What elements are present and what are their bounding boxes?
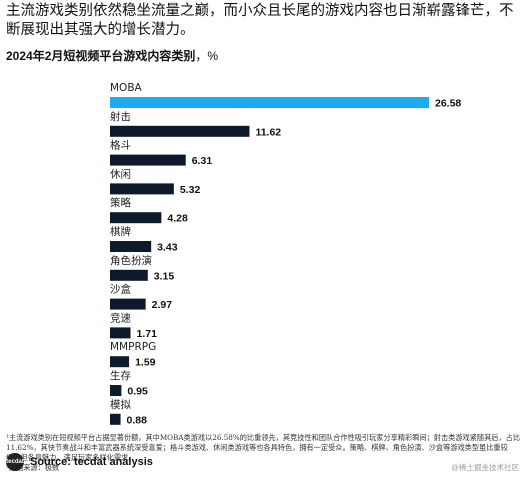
value-label: 3.43 (157, 242, 178, 254)
category-label: MOBA (110, 82, 143, 94)
bar (110, 298, 146, 310)
bar (110, 385, 122, 396)
bar (110, 212, 162, 224)
category-label: 沙盒 (110, 283, 131, 296)
bar (110, 269, 148, 281)
bar (110, 356, 130, 368)
footnote-2: ²数据来源：极数 (6, 463, 60, 472)
bar (110, 327, 131, 339)
category-label: 角色扮演 (110, 254, 152, 267)
chart-subtitle: 2024年2月短视频平台游戏内容类别，% (6, 47, 218, 64)
source-label: Source: tecdat analysis (30, 456, 153, 468)
chart-subtitle-text: 2024年2月短视频平台游戏内容类别 (6, 49, 196, 63)
chart-unit: ，% (195, 49, 219, 63)
value-label: 5.32 (180, 184, 201, 196)
value-label: 0.95 (127, 386, 148, 398)
value-label: 4.28 (167, 213, 188, 225)
footnotes: ¹主流游戏类别在短视频平台占据显著份额，其中MOBA类游戏以26.58%的比重领… (6, 433, 521, 473)
bar (110, 125, 250, 137)
value-label: 11.62 (255, 126, 281, 138)
category-label: 休闲 (110, 167, 131, 180)
headline: 主流游戏类别依然稳坐流量之巅，而小众且长尾的游戏内容也日渐崭露锋芒，不断展现出其… (6, 3, 514, 38)
footnote-1: ¹主流游戏类别在短视频平台占据显著份额，其中MOBA类游戏以26.58%的比重领… (6, 433, 521, 462)
bar (110, 97, 429, 108)
bar (110, 154, 186, 166)
value-label: 2.97 (152, 299, 173, 311)
category-label: 生存 (110, 369, 131, 382)
value-label: 1.71 (137, 328, 158, 340)
category-label: 模拟 (110, 398, 131, 411)
value-label: 26.58 (435, 98, 461, 110)
source-row: tecdat Source: tecdat analysis (6, 453, 153, 471)
bar (110, 413, 121, 425)
value-label: 6.31 (192, 155, 213, 167)
category-label: 策略 (110, 196, 131, 209)
value-label: 1.59 (135, 357, 156, 369)
value-label: 3.15 (154, 270, 175, 282)
watermark: @稀土掘金技术社区 (451, 463, 519, 472)
value-label: 0.88 (127, 414, 148, 426)
category-label: 竞速 (110, 311, 131, 324)
category-label: 射击 (110, 110, 131, 123)
category-label: 棋牌 (110, 225, 131, 238)
tecdat-logo: tecdat (6, 453, 24, 471)
category-label: MMPRPG (110, 341, 156, 353)
bar (110, 241, 152, 252)
category-label: 格斗 (110, 139, 131, 152)
bar-chart: MOBA 26.58 射击 11.62 格斗 6.31 休闲 5.32 策略 4.28 棋牌 3.43… (110, 82, 461, 426)
bar (110, 183, 174, 195)
